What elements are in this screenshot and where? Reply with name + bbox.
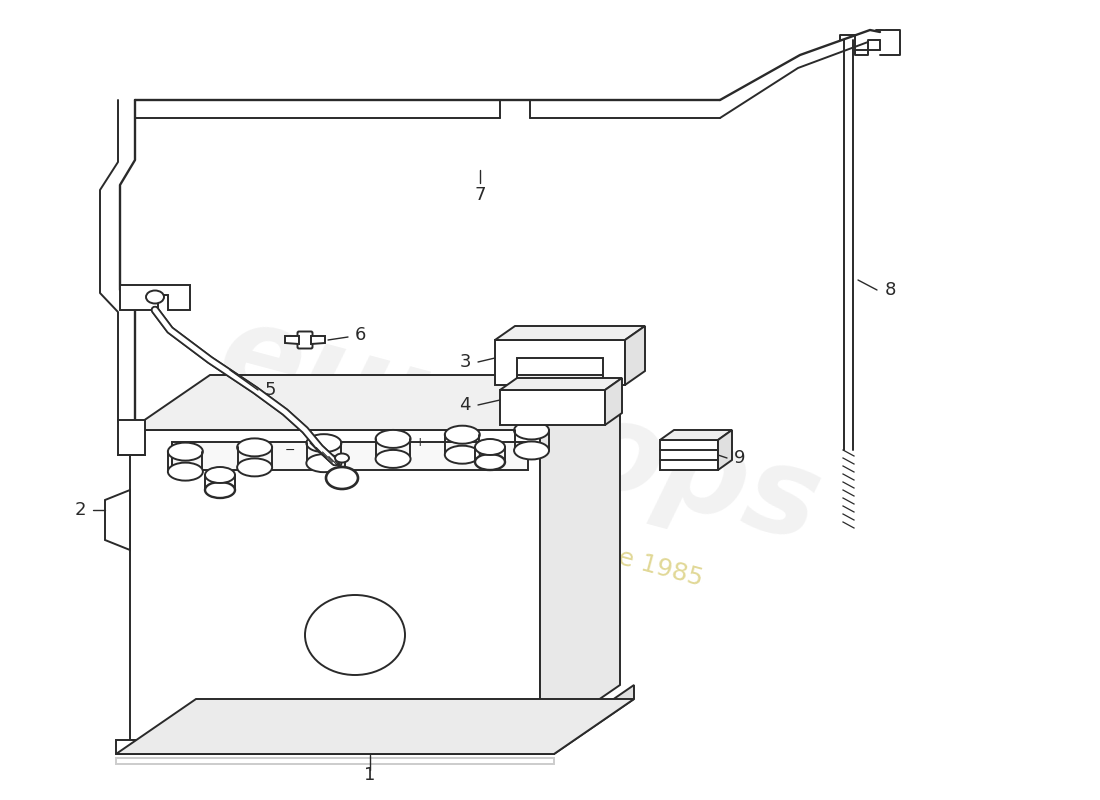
- Polygon shape: [285, 336, 299, 344]
- Ellipse shape: [444, 426, 480, 444]
- Text: 2: 2: [75, 501, 86, 519]
- Ellipse shape: [146, 290, 164, 303]
- Polygon shape: [554, 685, 634, 754]
- Ellipse shape: [475, 439, 505, 455]
- Polygon shape: [605, 378, 621, 425]
- Ellipse shape: [326, 467, 358, 489]
- Polygon shape: [500, 378, 621, 390]
- Ellipse shape: [336, 454, 349, 462]
- Polygon shape: [116, 699, 634, 754]
- Text: eurotops: eurotops: [207, 294, 833, 566]
- Ellipse shape: [305, 595, 405, 675]
- Text: a passion for parts since 1985: a passion for parts since 1985: [334, 470, 706, 590]
- Polygon shape: [118, 420, 145, 455]
- Ellipse shape: [238, 438, 272, 456]
- Polygon shape: [130, 430, 540, 740]
- Ellipse shape: [205, 482, 235, 498]
- Ellipse shape: [444, 446, 480, 464]
- Ellipse shape: [514, 442, 549, 459]
- Text: +: +: [415, 437, 426, 450]
- Polygon shape: [660, 440, 718, 470]
- Text: 9: 9: [735, 449, 746, 467]
- Text: 5: 5: [264, 381, 276, 399]
- Ellipse shape: [306, 434, 341, 452]
- Polygon shape: [495, 326, 645, 340]
- Polygon shape: [540, 375, 620, 740]
- Polygon shape: [104, 490, 130, 550]
- Text: 4: 4: [460, 396, 471, 414]
- Polygon shape: [116, 758, 554, 764]
- Ellipse shape: [375, 430, 410, 448]
- Text: 1: 1: [364, 766, 376, 784]
- Polygon shape: [130, 375, 620, 430]
- Polygon shape: [120, 285, 190, 310]
- Polygon shape: [172, 442, 528, 470]
- Text: 8: 8: [884, 281, 895, 299]
- Ellipse shape: [238, 458, 272, 476]
- Text: 7: 7: [474, 186, 486, 204]
- Polygon shape: [495, 340, 625, 385]
- FancyBboxPatch shape: [297, 331, 312, 349]
- Text: −: −: [285, 443, 295, 457]
- Text: 3: 3: [460, 353, 471, 371]
- Ellipse shape: [375, 450, 410, 468]
- Polygon shape: [718, 430, 732, 470]
- Polygon shape: [500, 390, 605, 425]
- Polygon shape: [311, 336, 324, 344]
- Polygon shape: [625, 326, 645, 385]
- Ellipse shape: [475, 454, 505, 470]
- Polygon shape: [116, 740, 554, 754]
- Ellipse shape: [205, 467, 235, 483]
- Ellipse shape: [168, 442, 202, 461]
- Ellipse shape: [514, 422, 549, 439]
- Text: 6: 6: [354, 326, 365, 344]
- Polygon shape: [660, 430, 732, 440]
- Ellipse shape: [168, 462, 202, 481]
- Ellipse shape: [306, 454, 341, 472]
